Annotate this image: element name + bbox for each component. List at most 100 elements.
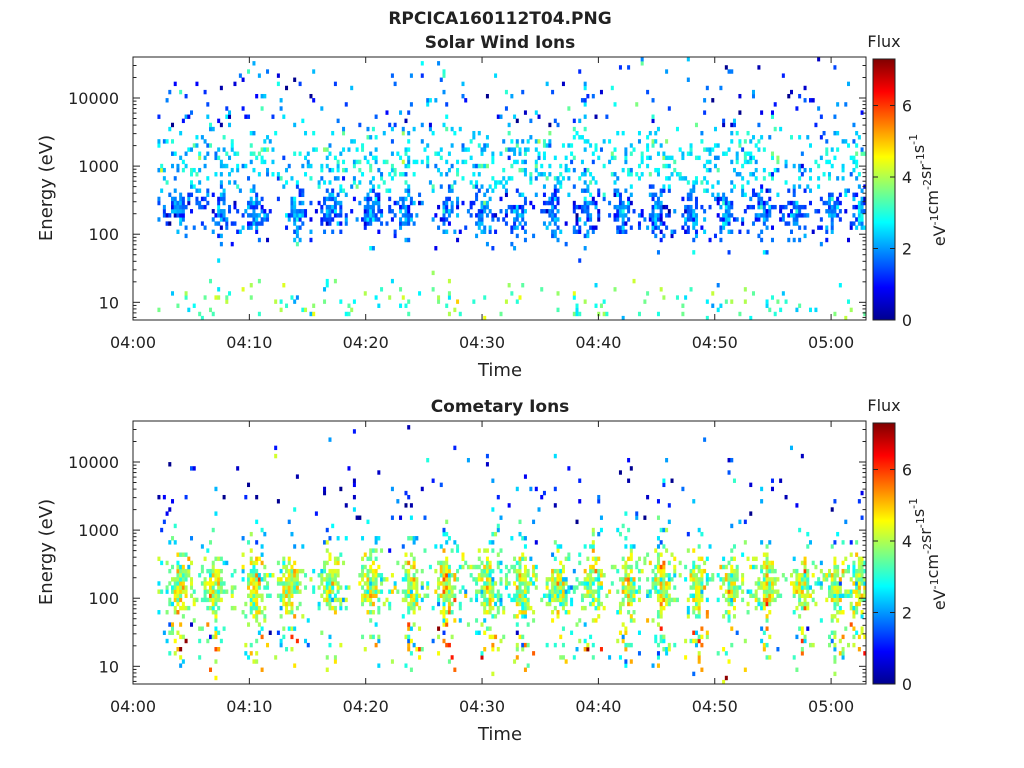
heatmap-cell bbox=[586, 204, 590, 210]
heatmap-cell bbox=[483, 200, 487, 206]
heatmap-cell bbox=[480, 200, 484, 206]
heatmap-cell bbox=[390, 486, 394, 492]
heatmap-cell bbox=[537, 507, 541, 512]
heatmap-cell bbox=[591, 151, 595, 156]
heatmap-cell bbox=[404, 209, 408, 214]
heatmap-cell bbox=[648, 589, 652, 594]
heatmap-cell bbox=[855, 540, 859, 545]
heatmap-cell bbox=[597, 192, 601, 198]
heatmap-cell bbox=[268, 209, 272, 214]
heatmap-cell bbox=[228, 291, 232, 296]
heatmap-cell bbox=[551, 209, 555, 214]
heatmap-cell bbox=[298, 217, 302, 222]
heatmap-cell bbox=[488, 564, 492, 570]
heatmap-cell bbox=[817, 209, 821, 214]
heatmap-cell bbox=[833, 573, 837, 578]
heatmap-cell bbox=[787, 200, 791, 206]
heatmap-cell bbox=[654, 192, 658, 198]
heatmap-cell bbox=[412, 642, 416, 648]
heatmap-cell bbox=[692, 560, 696, 566]
heatmap-cell bbox=[770, 593, 774, 598]
heatmap-cell bbox=[757, 581, 761, 586]
heatmap-cell bbox=[336, 585, 340, 590]
heatmap-cell bbox=[442, 581, 446, 586]
heatmap-cell bbox=[651, 217, 655, 222]
heatmap-cell bbox=[529, 135, 533, 140]
heatmap-cell bbox=[681, 196, 685, 202]
heatmap-cell bbox=[575, 622, 579, 627]
heatmap-cell bbox=[295, 568, 299, 574]
heatmap-cell bbox=[228, 155, 232, 161]
heatmap-cell bbox=[686, 548, 690, 553]
heatmap-cell bbox=[586, 213, 590, 218]
heatmap-cell bbox=[819, 581, 823, 586]
heatmap-cell bbox=[279, 106, 283, 111]
heatmap-cell bbox=[252, 581, 256, 586]
heatmap-cell bbox=[708, 204, 712, 210]
heatmap-cell bbox=[580, 209, 584, 214]
heatmap-cell bbox=[510, 139, 514, 144]
heatmap-cell bbox=[404, 597, 408, 603]
heatmap-cell bbox=[499, 209, 503, 214]
heatmap-cell bbox=[350, 85, 354, 91]
heatmap-cell bbox=[670, 597, 674, 603]
heatmap-cell bbox=[176, 213, 180, 218]
heatmap-cell bbox=[192, 466, 196, 471]
heatmap-cell bbox=[206, 597, 210, 603]
heatmap-cell bbox=[551, 593, 555, 598]
heatmap-cell bbox=[814, 581, 818, 586]
heatmap-cell bbox=[597, 209, 601, 214]
heatmap-cell bbox=[453, 130, 457, 136]
heatmap-cell bbox=[377, 536, 381, 541]
heatmap-cell bbox=[689, 577, 693, 582]
heatmap-cell bbox=[659, 638, 663, 644]
heatmap-cell bbox=[504, 209, 508, 214]
heatmap-cell bbox=[431, 188, 435, 193]
heatmap-cell bbox=[827, 568, 831, 574]
heatmap-cell bbox=[371, 126, 375, 132]
heatmap-cell bbox=[580, 605, 584, 611]
heatmap-cell bbox=[314, 209, 318, 214]
heatmap-cell bbox=[629, 143, 633, 148]
heatmap-cell bbox=[722, 647, 726, 652]
heatmap-cell bbox=[537, 155, 541, 161]
heatmap-cell bbox=[480, 184, 484, 189]
heatmap-cell bbox=[198, 626, 202, 631]
heatmap-cell bbox=[662, 597, 666, 603]
heatmap-cell bbox=[472, 577, 476, 582]
heatmap-cell bbox=[488, 568, 492, 574]
heatmap-cell bbox=[339, 597, 343, 603]
heatmap-cell bbox=[317, 585, 321, 590]
heatmap-cell bbox=[654, 139, 658, 144]
heatmap-cell bbox=[526, 147, 530, 152]
heatmap-cell bbox=[724, 151, 728, 156]
heatmap-cell bbox=[849, 552, 853, 557]
heatmap-cell bbox=[518, 597, 522, 603]
heatmap-cell bbox=[852, 642, 856, 648]
heatmap-cell bbox=[798, 585, 802, 590]
heatmap-cell bbox=[795, 209, 799, 214]
heatmap-cell bbox=[583, 593, 587, 598]
heatmap-cell bbox=[648, 217, 652, 222]
heatmap-cell bbox=[659, 593, 663, 598]
heatmap-cell bbox=[727, 470, 731, 475]
x-tick-label: 04:20 bbox=[343, 333, 389, 352]
heatmap-cell bbox=[667, 163, 671, 169]
heatmap-cell bbox=[594, 225, 598, 230]
heatmap-cell bbox=[692, 573, 696, 578]
heatmap-cell bbox=[795, 605, 799, 611]
heatmap-cell bbox=[629, 192, 633, 198]
heatmap-cell bbox=[198, 573, 202, 578]
heatmap-cell bbox=[589, 585, 593, 590]
heatmap-cell bbox=[263, 618, 267, 623]
heatmap-cell bbox=[255, 605, 259, 611]
heatmap-cell bbox=[800, 630, 804, 635]
heatmap-cell bbox=[686, 597, 690, 603]
heatmap-cell bbox=[442, 89, 446, 95]
heatmap-cell bbox=[466, 564, 470, 570]
heatmap-cell bbox=[415, 601, 419, 607]
heatmap-cell bbox=[616, 229, 620, 234]
heatmap-cell bbox=[293, 299, 297, 304]
heatmap-cell bbox=[711, 303, 715, 308]
heatmap-cell bbox=[572, 126, 576, 132]
